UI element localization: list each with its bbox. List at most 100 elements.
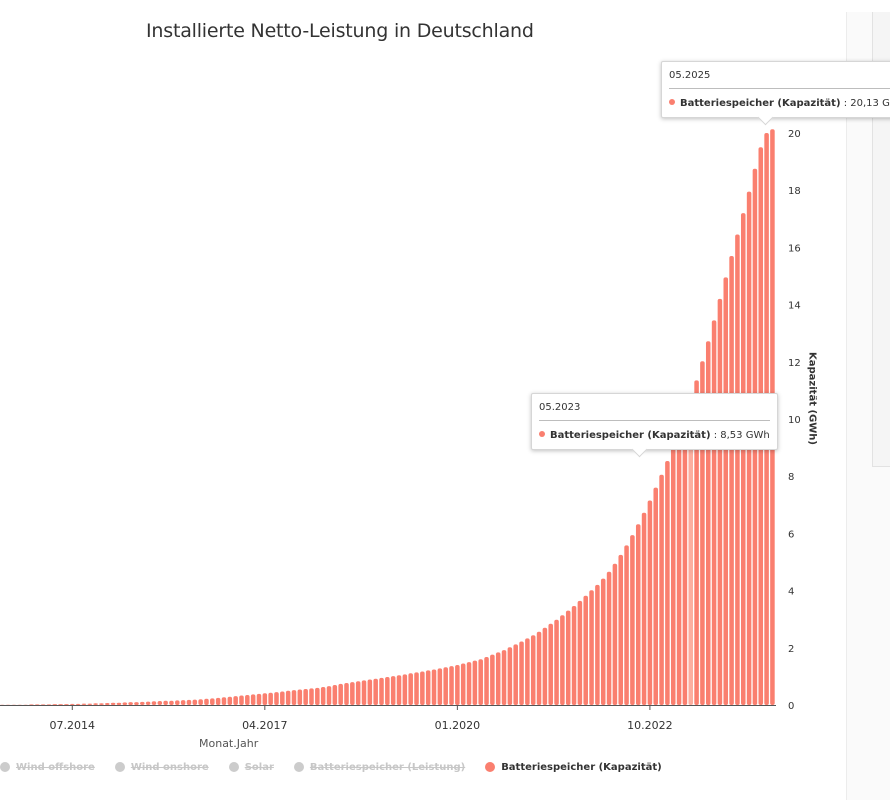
- bar[interactable]: [560, 615, 565, 705]
- bar[interactable]: [332, 684, 338, 705]
- bar[interactable]: [665, 461, 670, 705]
- bar[interactable]: [571, 606, 577, 705]
- bar[interactable]: [326, 686, 332, 705]
- bar[interactable]: [262, 693, 268, 705]
- bar[interactable]: [688, 398, 694, 705]
- bar[interactable]: [670, 446, 676, 705]
- bar[interactable]: [606, 571, 612, 705]
- bar[interactable]: [647, 500, 653, 705]
- bar[interactable]: [723, 277, 729, 705]
- bar[interactable]: [729, 255, 734, 706]
- bar[interactable]: [740, 213, 746, 705]
- bar[interactable]: [151, 701, 157, 705]
- bar[interactable]: [490, 654, 495, 705]
- bar[interactable]: [431, 669, 437, 705]
- bar[interactable]: [355, 681, 361, 705]
- legend-item-wind-onshore[interactable]: Wind onshore: [114, 762, 209, 773]
- bar[interactable]: [682, 415, 688, 705]
- bar[interactable]: [425, 670, 431, 705]
- bar[interactable]: [478, 659, 483, 705]
- bar[interactable]: [29, 704, 34, 705]
- bar[interactable]: [303, 688, 308, 705]
- legend-item-battery-power[interactable]: Batteriespeicher (Leistung): [293, 762, 465, 773]
- bar[interactable]: [676, 431, 682, 705]
- bar[interactable]: [717, 298, 723, 705]
- bar[interactable]: [577, 600, 583, 705]
- bar[interactable]: [530, 635, 536, 705]
- bar[interactable]: [320, 686, 326, 705]
- bar[interactable]: [268, 692, 273, 705]
- bar[interactable]: [70, 703, 75, 705]
- bar[interactable]: [256, 693, 262, 705]
- bar[interactable]: [338, 683, 343, 705]
- bar[interactable]: [87, 703, 93, 705]
- bar[interactable]: [414, 672, 419, 705]
- bar[interactable]: [134, 702, 139, 705]
- side-panel-scrollbar[interactable]: [872, 12, 890, 467]
- bar[interactable]: [140, 701, 145, 705]
- bar[interactable]: [402, 674, 408, 705]
- bar[interactable]: [210, 698, 215, 705]
- bar[interactable]: [635, 524, 641, 705]
- bar[interactable]: [396, 675, 402, 705]
- bar[interactable]: [315, 687, 320, 705]
- bar[interactable]: [58, 704, 63, 705]
- bar[interactable]: [40, 704, 46, 705]
- bar[interactable]: [472, 660, 478, 705]
- bar[interactable]: [105, 703, 110, 705]
- bar[interactable]: [46, 704, 52, 705]
- bar[interactable]: [344, 682, 349, 705]
- bar[interactable]: [612, 563, 618, 705]
- bar[interactable]: [367, 679, 373, 705]
- bar[interactable]: [122, 702, 128, 705]
- bar[interactable]: [64, 704, 69, 705]
- bar[interactable]: [169, 700, 174, 705]
- bar[interactable]: [408, 673, 413, 705]
- bar[interactable]: [624, 545, 629, 705]
- bar[interactable]: [694, 380, 699, 705]
- bar[interactable]: [285, 690, 291, 705]
- bar[interactable]: [449, 666, 454, 705]
- bar[interactable]: [513, 644, 518, 705]
- bar[interactable]: [548, 623, 553, 705]
- bar[interactable]: [385, 676, 390, 705]
- bar[interactable]: [420, 671, 425, 705]
- bar[interactable]: [81, 703, 87, 705]
- bar[interactable]: [583, 595, 588, 705]
- bar[interactable]: [525, 638, 530, 705]
- bar[interactable]: [93, 703, 98, 705]
- bar[interactable]: [460, 663, 466, 705]
- bar[interactable]: [379, 677, 384, 705]
- bar[interactable]: [361, 680, 367, 705]
- bar[interactable]: [618, 554, 623, 705]
- bar[interactable]: [157, 701, 163, 705]
- bar[interactable]: [595, 584, 600, 705]
- bar[interactable]: [245, 694, 250, 705]
- bar[interactable]: [297, 689, 303, 705]
- bar[interactable]: [630, 535, 635, 705]
- bar[interactable]: [250, 694, 256, 705]
- bar[interactable]: [507, 647, 513, 705]
- bar[interactable]: [519, 641, 524, 705]
- bar[interactable]: [589, 590, 594, 705]
- bar[interactable]: [145, 701, 151, 705]
- bar[interactable]: [274, 692, 279, 705]
- bar[interactable]: [565, 610, 571, 705]
- bar[interactable]: [52, 704, 58, 705]
- bar[interactable]: [221, 697, 227, 705]
- bar[interactable]: [99, 703, 104, 705]
- bar[interactable]: [309, 688, 314, 705]
- bar[interactable]: [542, 627, 548, 705]
- bar[interactable]: [536, 631, 542, 705]
- bar[interactable]: [373, 678, 378, 705]
- legend-item-wind-offshore[interactable]: Wind offshore: [0, 762, 95, 773]
- bar[interactable]: [75, 703, 81, 705]
- bar[interactable]: [35, 704, 40, 705]
- bar[interactable]: [215, 697, 221, 705]
- bar[interactable]: [128, 702, 133, 705]
- bar[interactable]: [653, 487, 658, 705]
- bar[interactable]: [600, 578, 606, 705]
- bar[interactable]: [466, 662, 472, 705]
- bar[interactable]: [437, 668, 443, 705]
- bar[interactable]: [186, 699, 192, 705]
